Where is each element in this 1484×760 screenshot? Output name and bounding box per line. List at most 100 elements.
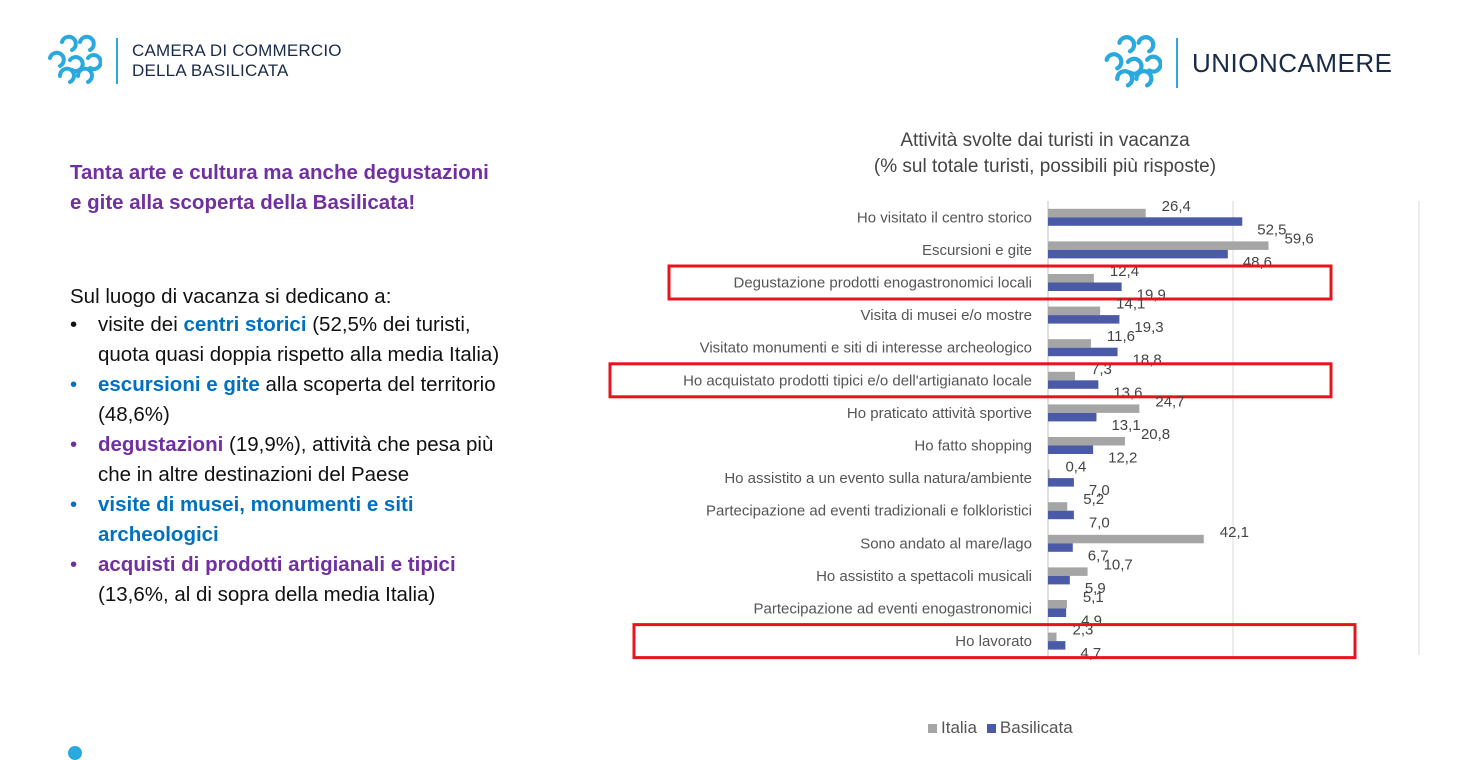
bullet-pre: visite dei [98,313,184,336]
category-label: Partecipazione ad eventi tradizionali e … [706,503,1032,520]
data-label-basilicata: 18,8 [1133,352,1162,369]
unioncamere-logo-text: UNIONCAMERE [1192,47,1393,78]
category-label: Visitato monumenti e siti di interesse a… [700,340,1032,357]
bar-basilicata [1048,445,1094,454]
data-label-basilicata: 13,1 [1111,417,1140,434]
bar-italia [1048,567,1088,576]
bar-basilicata [1048,315,1120,324]
category-label: Ho acquistato prodotti tipici e/o dell'a… [683,372,1032,389]
data-label-basilicata: 19,3 [1134,319,1163,336]
legend-label-basilicata: Basilicata [999,718,1073,737]
data-label-basilicata: 7,0 [1089,482,1110,499]
bullet-dot: • [70,433,78,456]
bar-italia [1048,241,1269,250]
bullet-highlight: escursioni e gite [98,373,260,396]
highlight-box [608,362,1333,399]
legend-label-italia: Italia [941,718,977,737]
bar-basilicata [1048,380,1099,389]
camera-commercio-logo: CAMERA DI COMMERCIO DELLA BASILICATA [40,32,342,90]
data-label-basilicata: 6,7 [1088,547,1109,564]
data-label-basilicata: 13,6 [1113,384,1142,401]
bar-italia [1048,469,1050,479]
legend-swatch-basilicata [986,724,996,734]
bar-basilicata [1048,510,1074,520]
data-label-basilicata: 12,2 [1108,450,1137,467]
bullet-item: • escursioni e gite alla scoperta del ter… [70,370,510,430]
bullet-post: (19,9%), attività che pesa più che in al… [98,433,494,486]
data-label-basilicata: 5,9 [1085,580,1106,597]
bar-italia [1048,437,1125,446]
camera-commercio-logo-icon [48,34,102,84]
highlight-box [632,623,1357,660]
bullet-highlight: centri storici [183,313,307,336]
bullet-highlight: visite di musei, monumenti e siti archeo… [98,493,414,546]
category-label: Degustazione prodotti enogastronomici lo… [733,275,1032,292]
data-label-italia: 5,1 [1083,589,1104,606]
bar-basilicata [1048,543,1073,552]
data-label-basilicata: 48,6 [1243,254,1272,271]
data-label-italia: 10,7 [1104,556,1133,573]
category-label: Ho praticato attività sportive [847,405,1032,422]
bar-italia [1048,600,1067,609]
bar-basilicata [1048,217,1243,226]
data-label-italia: 26,4 [1162,198,1191,215]
bar-basilicata [1048,412,1097,422]
data-label-italia: 59,6 [1285,230,1314,247]
legend-item-italia: Italia [928,718,977,738]
logo-line-2: DELLA BASILICATA [132,61,289,80]
category-label: Ho visitato il centro storico [857,209,1032,226]
bar-italia [1048,274,1094,283]
category-label: Escursioni e gite [922,242,1032,259]
data-label-italia: 11,6 [1107,328,1135,345]
category-label: Visita di musei e/o mostre [861,307,1032,324]
bar-italia [1048,371,1076,381]
bar-basilicata [1048,608,1067,617]
category-label: Ho fatto shopping [914,438,1032,455]
chart-title-line-2: (% sul totale turisti, possibili più ris… [873,156,1217,177]
logo-line-1: CAMERA DI COMMERCIO [132,41,342,60]
bar-basilicata [1048,249,1228,259]
unioncamere-logo-icon [1104,35,1162,88]
bullet-post: alla scoperta del territorio (48,6%) [98,373,496,426]
legend-swatch-italia [928,724,937,734]
data-label-italia: 14,1 [1116,296,1145,313]
bar-basilicata [1048,282,1122,291]
unioncamere-logo: UNIONCAMERE [1096,32,1393,94]
chart-title-line-1: Attività svolte dai turisti in vacanza [900,130,1190,151]
bullet-item: • degustazioni (19,9%), attività che pesa… [70,430,510,490]
category-label: Ho assistito a un evento sulla natura/am… [724,470,1032,487]
data-label-italia: 24,7 [1155,393,1184,410]
camera-commercio-logo-text: CAMERA DI COMMERCIO DELLA BASILICATA [132,41,342,81]
bullet-post: (52,5% dei turisti, quota quasi doppia r… [98,313,500,366]
bullet-dot: • [70,373,78,396]
bullet-dot: • [70,313,78,336]
bar-basilicata [1048,347,1118,357]
category-label: Ho lavorato [955,633,1032,650]
bullet-item: • visite di musei, monumenti e siti arche… [70,490,510,550]
category-label: Sono andato al mare/lago [860,535,1032,552]
bullet-item: • acquisti di prodotti artigianali e tipi… [70,550,510,610]
bar-basilicata [1048,575,1070,585]
bullet-item: • visite dei centri storici (52,5% dei tu… [70,310,510,370]
bullet-dot: • [70,493,78,516]
bar-italia [1048,208,1146,218]
chart-legend: Italia Basilicata [928,718,1073,738]
bar-italia [1048,404,1140,413]
bullet-post: (13,6%, al di sopra della media Italia) [98,583,436,606]
logo-divider [1176,38,1178,88]
logo-divider [116,38,118,84]
data-label-italia: 5,2 [1083,491,1104,508]
data-label-italia: 20,8 [1141,426,1170,443]
page-corner-dot [68,746,82,760]
bar-italia [1048,306,1101,316]
highlight-box [667,264,1333,301]
headline: Tanta arte e cultura ma anche degustazio… [70,161,489,214]
bar-italia [1048,632,1057,642]
data-label-basilicata: 7,0 [1089,515,1110,532]
intro-text: Sul luogo di vacanza si dedicano a: [70,285,392,308]
bullet-dot: • [70,553,78,576]
bullet-highlight: degustazioni [98,433,224,456]
data-label-basilicata: 4,7 [1080,645,1101,662]
bar-basilicata [1048,478,1074,487]
